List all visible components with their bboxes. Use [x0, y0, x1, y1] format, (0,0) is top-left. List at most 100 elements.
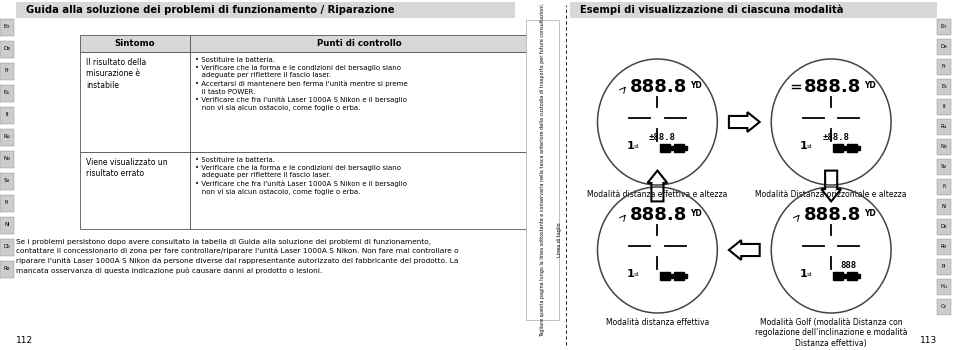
Bar: [16, 2, 515, 18]
Text: Il risultato della
misurazione è
instabile: Il risultato della misurazione è instabi…: [86, 58, 146, 90]
Text: 1: 1: [800, 141, 807, 151]
Text: ±88.8: ±88.8: [821, 133, 848, 142]
Bar: [0, 63, 14, 80]
Bar: [936, 159, 950, 175]
Bar: [936, 219, 950, 235]
Bar: [659, 272, 669, 280]
Text: 1: 1: [625, 269, 634, 279]
Text: Modalità Golf (modalità Distanza con
regolazione dell'inclinazione e modalità
Di: Modalità Golf (modalità Distanza con reg…: [754, 318, 906, 348]
Text: 888.8: 888.8: [802, 206, 861, 224]
Bar: [0, 85, 14, 102]
Bar: [683, 274, 686, 279]
Bar: [525, 20, 558, 320]
Bar: [936, 119, 950, 135]
Bar: [669, 146, 672, 150]
Bar: [842, 274, 845, 279]
Text: • Sostituire la batteria.
• Verificare che la forma e le condizioni del bersagli: • Sostituire la batteria. • Verificare c…: [194, 157, 406, 195]
Text: Es: Es: [4, 91, 10, 96]
Bar: [857, 146, 860, 150]
Text: st: st: [806, 145, 812, 149]
Bar: [833, 272, 842, 280]
Bar: [659, 145, 669, 153]
Text: st: st: [806, 272, 812, 278]
Text: st: st: [633, 145, 639, 149]
Text: No: No: [4, 156, 10, 161]
Text: Ro: Ro: [940, 245, 946, 250]
Text: De: De: [4, 47, 10, 51]
Text: Fr: Fr: [941, 64, 945, 70]
Text: Viene visualizzato un
risultato errato: Viene visualizzato un risultato errato: [86, 158, 168, 178]
Text: Fi: Fi: [941, 184, 945, 189]
Bar: [936, 259, 950, 275]
Bar: [936, 299, 950, 315]
Bar: [936, 39, 950, 55]
Bar: [673, 272, 683, 280]
Text: Nl: Nl: [5, 223, 10, 228]
Bar: [0, 129, 14, 146]
Bar: [833, 145, 842, 153]
Bar: [80, 52, 190, 152]
Bar: [0, 151, 14, 168]
Bar: [0, 195, 14, 212]
Text: Se i problemi persistono dopo avere consultato la tabella di Guida alla soluzion: Se i problemi persistono dopo avere cons…: [16, 239, 458, 273]
Text: En: En: [940, 25, 946, 29]
Text: 888: 888: [839, 261, 855, 270]
Text: Dk: Dk: [4, 245, 10, 250]
Text: It: It: [5, 112, 9, 118]
Bar: [0, 107, 14, 124]
Bar: [0, 19, 14, 36]
Text: YD: YD: [690, 209, 701, 218]
Bar: [190, 52, 529, 152]
Bar: [936, 19, 950, 35]
Bar: [936, 79, 950, 95]
Text: Esempi di visualizzazione di ciascuna modalità: Esempi di visualizzazione di ciascuna mo…: [578, 5, 842, 15]
Text: • Sostituire la batteria.
• Verificare che la forma e le condizioni del bersagli: • Sostituire la batteria. • Verificare c…: [194, 57, 407, 111]
Text: 113: 113: [919, 336, 936, 345]
Text: Modalità distanza effettiva: Modalità distanza effettiva: [605, 318, 708, 327]
Bar: [846, 145, 857, 153]
Text: 888.8: 888.8: [629, 206, 686, 224]
Text: En: En: [4, 25, 10, 29]
Text: Cz: Cz: [940, 304, 946, 309]
Text: Nl: Nl: [941, 204, 945, 210]
Bar: [190, 152, 529, 229]
Text: Hu: Hu: [940, 285, 946, 289]
Bar: [0, 41, 14, 58]
Text: 888.8: 888.8: [629, 78, 686, 96]
Text: Dk: Dk: [940, 224, 946, 230]
Text: Pl: Pl: [941, 265, 945, 270]
Bar: [857, 274, 860, 279]
Text: 1: 1: [625, 141, 634, 151]
Text: 888.8: 888.8: [802, 78, 861, 96]
Text: Linea di taglio: Linea di taglio: [557, 223, 561, 257]
Text: Ru: Ru: [4, 134, 10, 140]
Text: De: De: [940, 44, 946, 49]
Text: ±88.8: ±88.8: [648, 133, 675, 142]
Text: st: st: [633, 272, 639, 278]
Text: YD: YD: [863, 209, 875, 218]
Bar: [936, 239, 950, 255]
Bar: [80, 152, 190, 229]
Bar: [190, 35, 529, 52]
Text: Ro: Ro: [4, 266, 10, 272]
Bar: [936, 279, 950, 295]
Bar: [669, 274, 672, 279]
Text: Tagliare questa pagina lungo la linea sottostante e conservarla nella tasca ante: Tagliare questa pagina lungo la linea so…: [539, 3, 544, 337]
Bar: [936, 179, 950, 195]
Bar: [936, 139, 950, 155]
Bar: [936, 59, 950, 75]
Text: Fr: Fr: [5, 69, 10, 74]
Bar: [683, 146, 686, 150]
Text: Punti di controllo: Punti di controllo: [316, 39, 401, 48]
Bar: [842, 146, 845, 150]
Bar: [673, 145, 683, 153]
Text: No: No: [940, 145, 946, 149]
Text: YD: YD: [690, 81, 701, 90]
Text: YD: YD: [863, 81, 875, 90]
Bar: [0, 261, 14, 278]
Bar: [936, 199, 950, 215]
Bar: [0, 173, 14, 190]
Text: It: It: [942, 105, 944, 110]
Text: 1: 1: [800, 269, 807, 279]
Text: Modalità Distanza orizzontale e altezza: Modalità Distanza orizzontale e altezza: [755, 190, 906, 199]
